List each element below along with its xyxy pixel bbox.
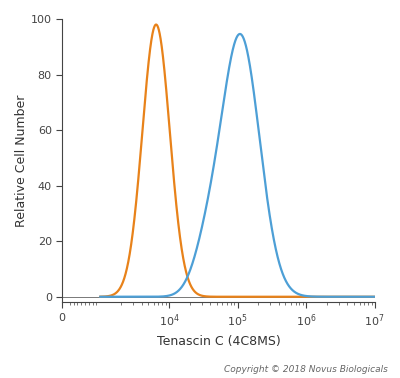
Y-axis label: Relative Cell Number: Relative Cell Number <box>15 94 28 227</box>
Text: Copyright © 2018 Novus Biologicals: Copyright © 2018 Novus Biologicals <box>224 365 388 374</box>
X-axis label: Tenascin C (4C8MS): Tenascin C (4C8MS) <box>156 335 280 348</box>
